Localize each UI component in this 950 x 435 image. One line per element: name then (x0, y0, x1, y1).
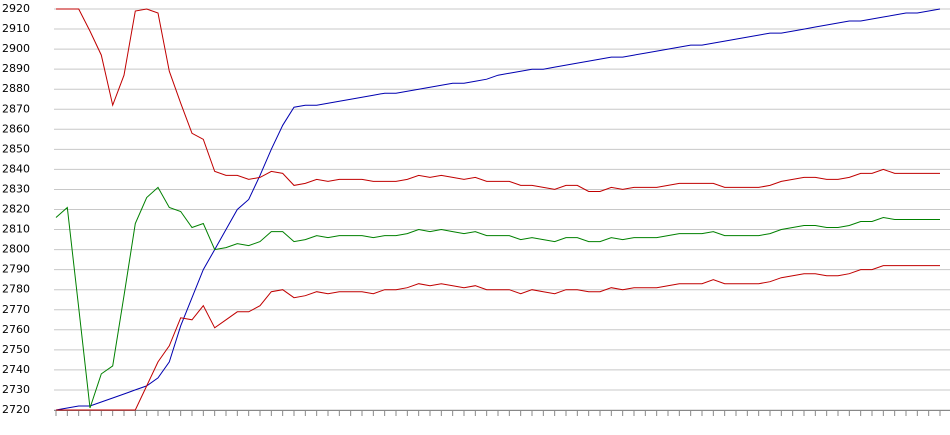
series-line (55, 186, 940, 409)
y-tick-label: 2800 (2, 243, 30, 256)
y-tick-label: 2870 (2, 102, 30, 115)
y-tick-label: 2750 (2, 343, 30, 356)
y-tick-label: 2760 (2, 323, 30, 336)
y-tick-label: 2830 (2, 182, 30, 195)
y-tick-label: 2790 (2, 263, 30, 276)
y-tick-label: 2810 (2, 223, 30, 236)
y-tick-label: 2740 (2, 363, 30, 376)
y-tick-label: 2730 (2, 383, 30, 396)
y-tick-label: 2890 (2, 62, 30, 75)
y-tick-label: 2780 (2, 283, 30, 296)
y-tick-label: 2910 (2, 22, 30, 35)
y-tick-label: 2860 (2, 122, 30, 135)
series-line (55, 8, 941, 411)
y-tick-label: 2720 (2, 403, 30, 416)
series-line (56, 8, 940, 192)
y-tick-label: 2920 (2, 2, 30, 15)
y-tick-label: 2850 (2, 142, 30, 155)
y-tick-label: 2840 (2, 162, 30, 175)
y-tick-label: 2900 (2, 42, 30, 55)
y-tick-label: 2820 (2, 203, 30, 216)
y-tick-label: 2880 (2, 82, 30, 95)
series-line (56, 265, 940, 411)
y-tick-label: 2770 (2, 303, 30, 316)
